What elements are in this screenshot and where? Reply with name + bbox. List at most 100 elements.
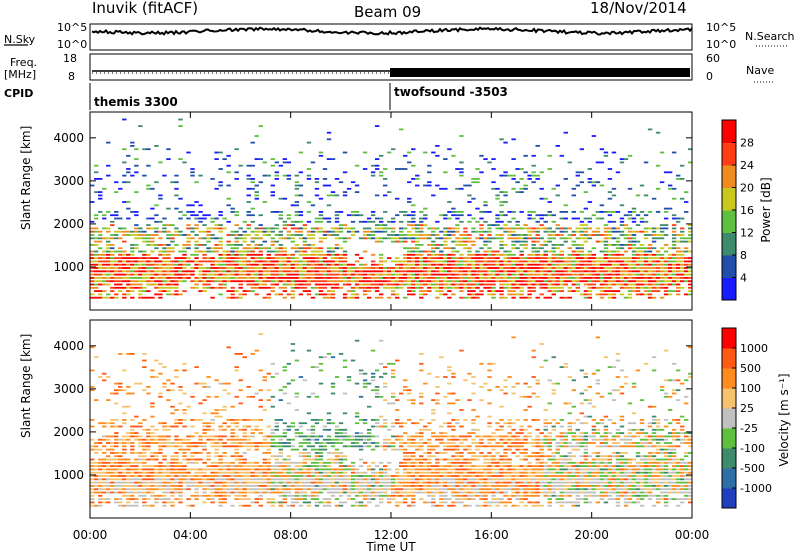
range-cell — [114, 465, 119, 468]
range-cell — [206, 376, 211, 378]
range-cell — [439, 214, 444, 217]
range-cell — [382, 273, 388, 276]
range-cell — [330, 438, 336, 441]
range-cell — [194, 283, 199, 286]
range-cell — [110, 471, 115, 474]
range-cell — [226, 471, 231, 474]
range-cell — [90, 468, 95, 471]
range-cell — [270, 471, 276, 474]
range-cell — [579, 270, 585, 273]
range-cell — [391, 293, 396, 296]
range-cell — [178, 488, 183, 491]
range-cell — [607, 230, 613, 233]
range-cell — [623, 214, 629, 217]
range-cell — [170, 181, 175, 184]
range-cell — [290, 488, 296, 491]
range-cell — [302, 448, 308, 451]
range-cell — [250, 247, 255, 250]
range-cell — [234, 452, 239, 454]
range-cell — [214, 471, 219, 474]
range-cell — [591, 286, 597, 289]
range-cell — [607, 234, 613, 236]
range-cell — [342, 191, 348, 194]
range-cell — [226, 488, 231, 491]
range-cell — [298, 227, 304, 230]
range-cell — [370, 498, 376, 501]
range-cell — [631, 234, 637, 236]
range-cell — [262, 376, 267, 378]
colorbar-segment — [722, 142, 736, 166]
range-cell — [334, 428, 340, 431]
range-cell — [507, 220, 512, 223]
range-cell — [298, 465, 304, 468]
range-cell — [310, 448, 316, 451]
range-cell — [354, 339, 360, 342]
power-heatmap — [90, 118, 693, 299]
range-cell — [403, 478, 408, 481]
range-cell — [483, 240, 488, 243]
range-cell — [330, 461, 336, 464]
range-cell — [663, 207, 669, 210]
range-cell — [583, 207, 589, 210]
range-cell — [451, 214, 456, 217]
range-cell — [447, 273, 452, 276]
range-cell — [531, 253, 536, 256]
range-cell — [354, 422, 360, 425]
range-cell — [258, 273, 263, 276]
range-cell — [559, 263, 564, 266]
range-cell — [242, 442, 247, 444]
range-cell — [675, 267, 681, 269]
range-cell — [459, 280, 464, 283]
range-cell — [531, 244, 536, 246]
range-cell — [142, 174, 147, 177]
range-cell — [342, 270, 348, 273]
range-cell — [543, 250, 548, 253]
range-cell — [547, 277, 552, 279]
range-cell — [94, 277, 99, 279]
range-cell — [655, 277, 661, 279]
range-cell — [162, 435, 167, 438]
range-cell — [515, 220, 520, 223]
range-cell — [126, 442, 131, 444]
range-cell — [507, 290, 512, 293]
range-cell — [190, 455, 195, 458]
range-cell — [615, 211, 621, 213]
range-cell — [226, 250, 231, 253]
range-cell — [118, 277, 123, 279]
range-cell — [487, 286, 492, 289]
range-cell — [210, 277, 215, 279]
range-cell — [214, 263, 219, 266]
range-cell — [358, 494, 364, 497]
range-cell — [186, 478, 191, 481]
range-cell — [667, 277, 673, 279]
range-cell — [118, 217, 123, 220]
range-cell — [262, 161, 267, 164]
range-cell — [587, 270, 593, 273]
range-cell — [391, 220, 396, 223]
range-cell — [326, 260, 332, 263]
range-cell — [411, 494, 416, 497]
range-cell — [242, 498, 247, 501]
range-cell — [150, 207, 155, 210]
range-cell — [563, 283, 568, 286]
range-cell — [495, 280, 500, 283]
range-cell — [322, 475, 328, 477]
range-cell — [511, 270, 516, 273]
range-cell — [459, 187, 464, 190]
range-cell — [326, 353, 332, 355]
range-cell — [306, 244, 312, 246]
range-cell — [110, 445, 115, 448]
range-cell — [266, 501, 271, 504]
range-cell — [639, 250, 645, 253]
range-cell — [639, 247, 645, 250]
range-cell — [603, 280, 609, 283]
range-cell — [334, 461, 340, 464]
range-cell — [166, 273, 171, 276]
range-cell — [314, 501, 320, 504]
range-cell — [374, 481, 380, 484]
range-cell — [603, 293, 609, 296]
range-cell — [459, 211, 464, 213]
range-cell — [455, 286, 460, 289]
range-cell — [290, 247, 296, 250]
range-cell — [218, 501, 223, 504]
